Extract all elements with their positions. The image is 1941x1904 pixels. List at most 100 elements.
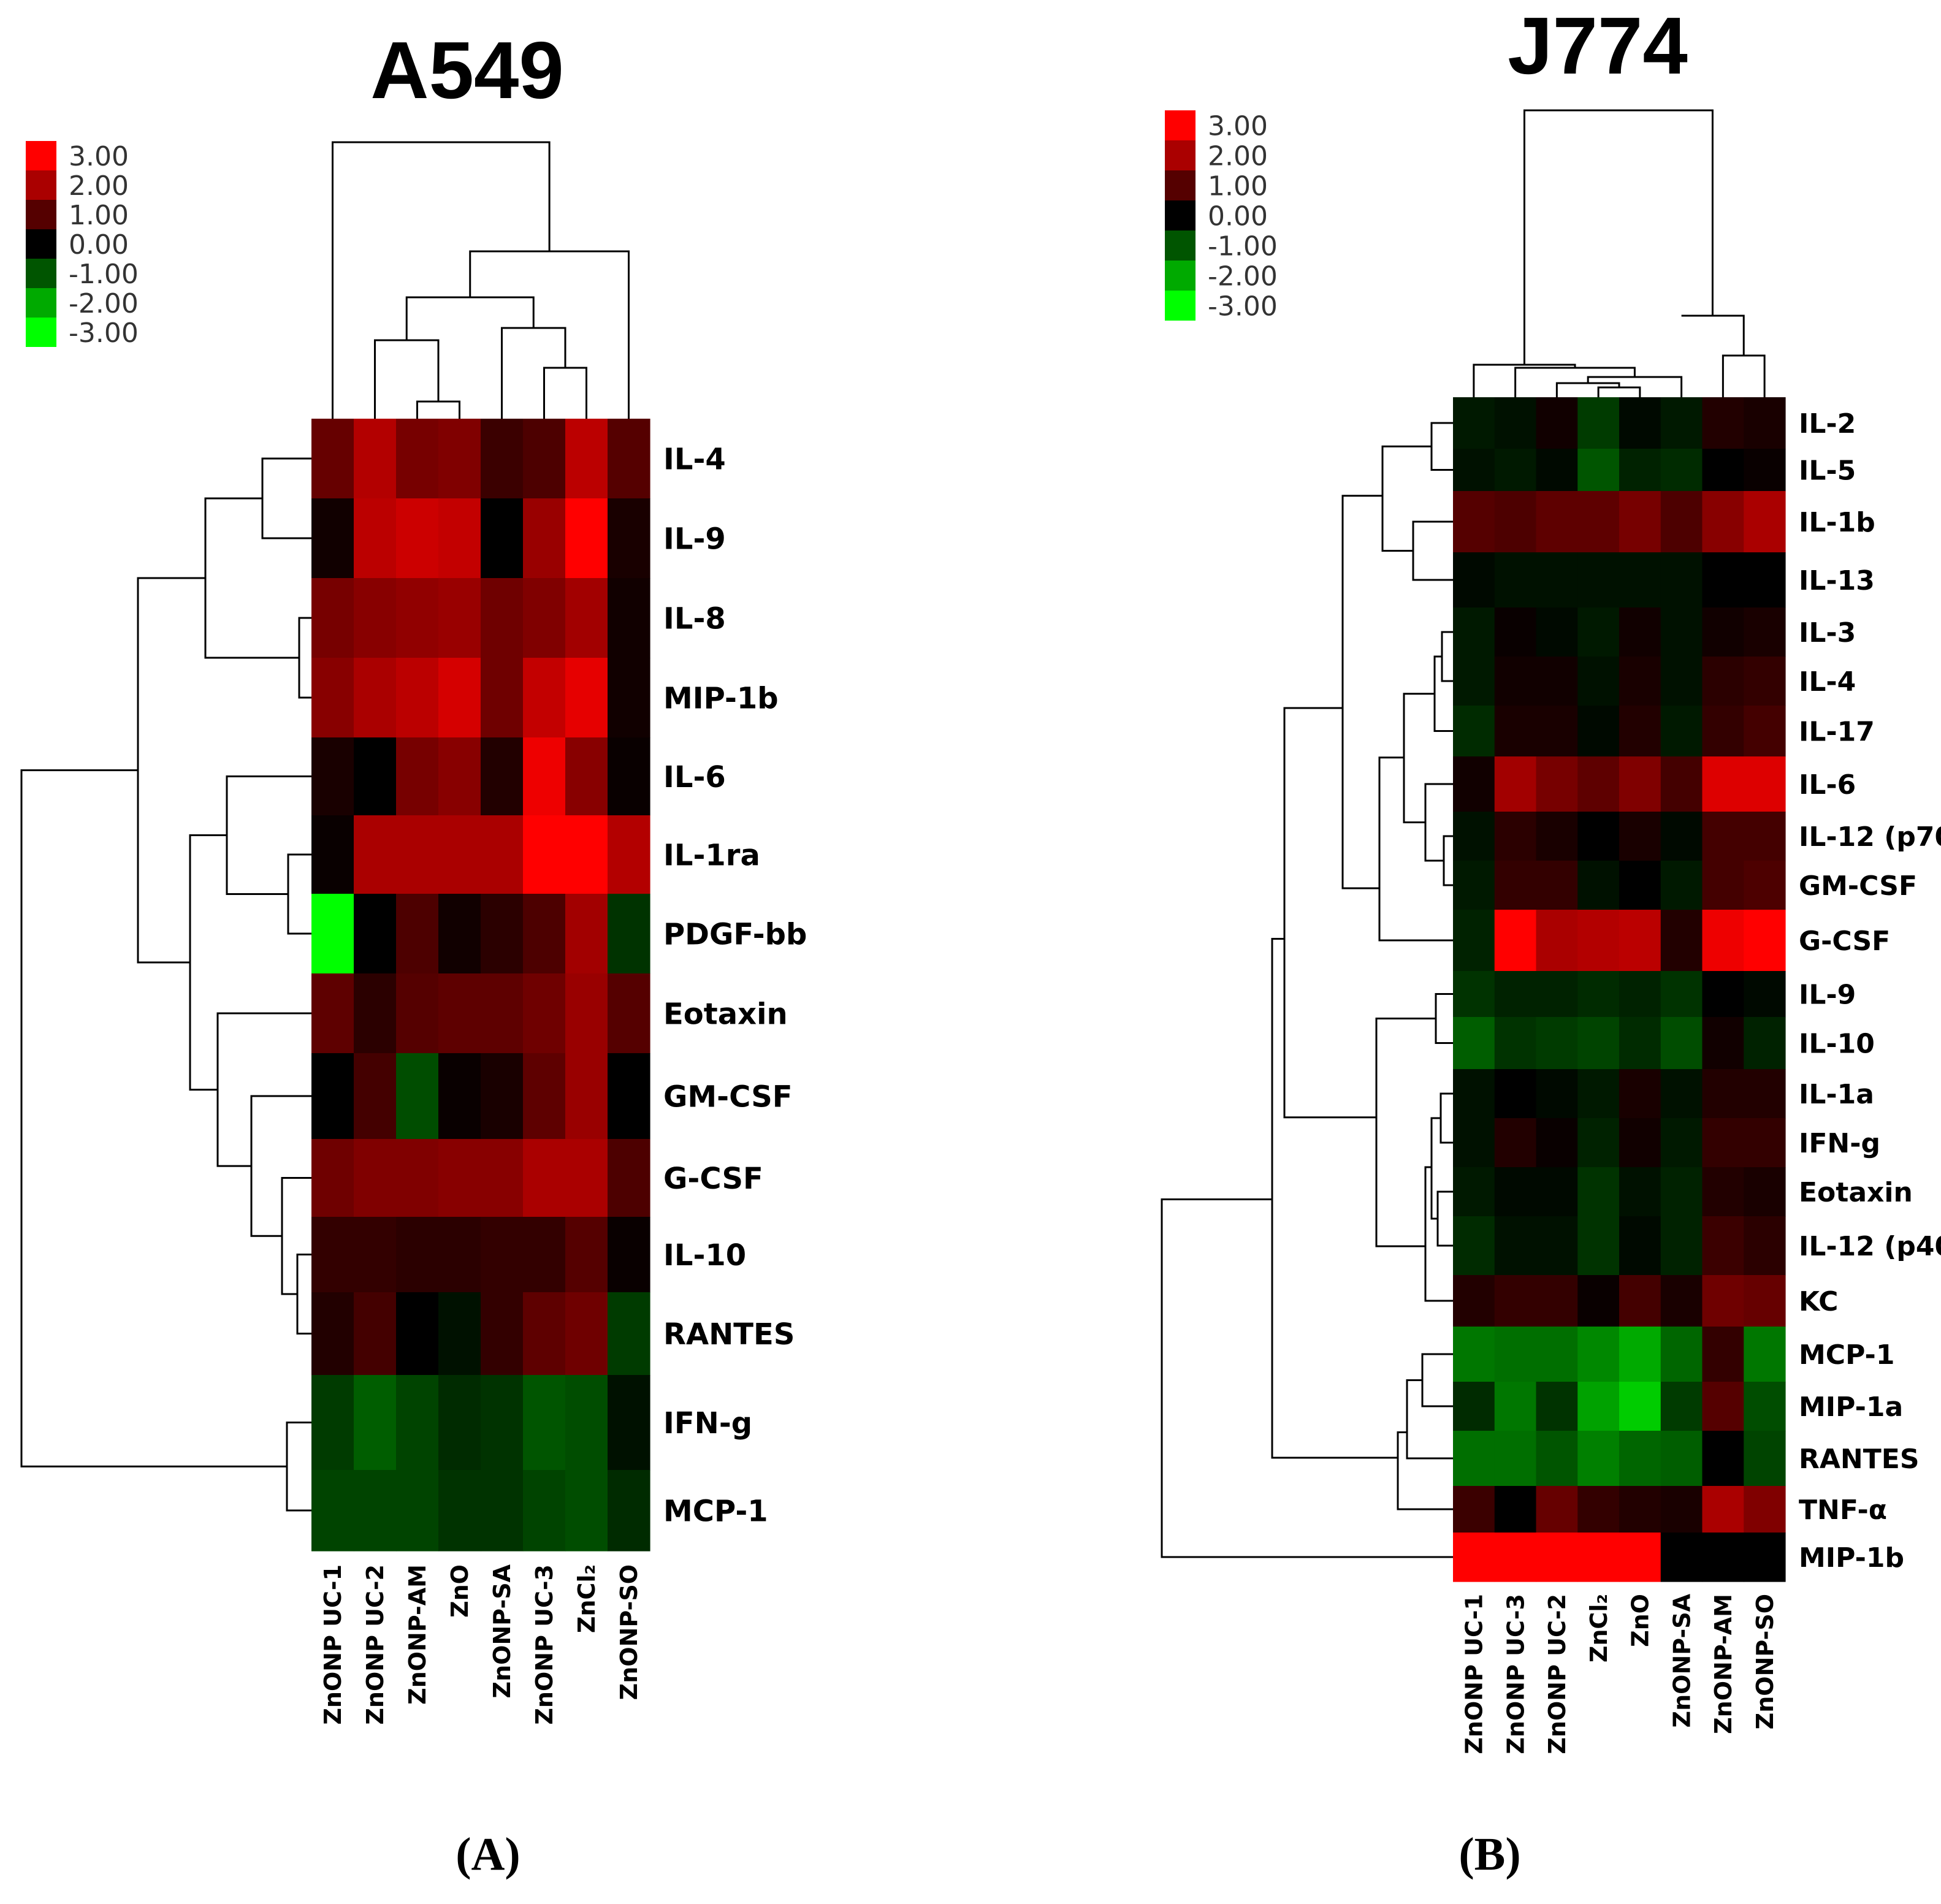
heatmap-cell: [1494, 449, 1537, 492]
heatmap-cell: [608, 1292, 650, 1376]
dendrogram-branch: [1403, 693, 1435, 823]
heatmap-cell: [1660, 1431, 1703, 1487]
column-label: ZnONP UC-1: [1461, 1594, 1488, 1754]
heatmap-cell: [438, 1217, 481, 1293]
heatmap-cell: [396, 894, 439, 974]
heatmap-cell: [1702, 552, 1744, 608]
heatmap-cell: [1577, 1017, 1620, 1070]
heatmap-cell: [1536, 1327, 1578, 1382]
heatmap-cell: [1702, 756, 1744, 812]
heatmap-cell: [1619, 1017, 1661, 1070]
row-label: IL-17: [1799, 716, 1875, 747]
panel-a-color-legend: 3.002.001.000.00-1.00-2.00-3.00: [26, 141, 139, 349]
heatmap-cell: [396, 1053, 439, 1140]
heatmap-cell: [1619, 910, 1661, 972]
heatmap-cell: [438, 1292, 481, 1376]
heatmap-cell: [438, 1139, 481, 1217]
heatmap-cell: [523, 1139, 566, 1217]
column-label: ZnONP-SA: [489, 1564, 516, 1698]
heatmap-cell: [1494, 756, 1537, 812]
column-label: ZnCl₂: [573, 1564, 600, 1633]
heatmap-cell: [1702, 397, 1744, 449]
legend-value: 1.00: [69, 200, 129, 231]
heatmap-cell: [481, 1139, 524, 1217]
heatmap-cell: [1660, 1486, 1703, 1533]
heatmap-cell: [354, 1292, 397, 1376]
heatmap-cell: [1702, 1431, 1744, 1487]
legend-swatch: [26, 200, 56, 229]
heatmap-cell: [1702, 491, 1744, 553]
row-label: MIP-1b: [663, 681, 779, 715]
heatmap-cell: [1453, 1216, 1495, 1276]
heatmap-cell: [1702, 706, 1744, 757]
heatmap-cell: [1453, 910, 1495, 972]
heatmap-cell: [481, 658, 524, 738]
dendrogram-branch: [1441, 631, 1453, 682]
heatmap-cell: [1702, 1327, 1744, 1382]
heatmap-cell: [1577, 910, 1620, 972]
heatmap-cell: [1744, 1275, 1786, 1327]
heatmap-cell: [438, 737, 481, 816]
legend-value: -3.00: [1208, 291, 1278, 322]
heatmap-cell: [354, 1470, 397, 1552]
heatmap-cell: [438, 1375, 481, 1471]
heatmap-cell: [1536, 449, 1578, 492]
heatmap-cell: [1453, 552, 1495, 608]
heatmap-cell: [1660, 1382, 1703, 1431]
heatmap-cell: [523, 658, 566, 738]
heatmap-cell: [1619, 1327, 1661, 1382]
heatmap-cell: [1619, 449, 1661, 492]
row-label: IL-6: [663, 760, 726, 794]
heatmap-cell: [1494, 1069, 1537, 1119]
dendrogram-branch: [1443, 835, 1453, 886]
dendrogram-branch: [469, 250, 630, 419]
dendrogram-branch: [405, 296, 535, 340]
legend-value: 3.00: [69, 141, 129, 172]
heatmap-cell: [1453, 607, 1495, 657]
heatmap-cell: [1744, 1118, 1786, 1168]
heatmap-cell: [1619, 971, 1661, 1018]
panel-a-dendrograms: [20, 141, 630, 1512]
heatmap-cell: [1536, 706, 1578, 757]
row-label: IL-6: [1799, 769, 1856, 801]
heatmap-cell: [1536, 552, 1578, 608]
heatmap-cell: [1536, 1118, 1578, 1168]
heatmap-cell: [481, 419, 524, 499]
heatmap-cell: [565, 973, 608, 1054]
heatmap-cell: [396, 1375, 439, 1471]
dendrogram-branch: [226, 775, 311, 895]
dendrogram-branch: [1597, 386, 1641, 397]
dendrogram-branch: [1378, 756, 1453, 942]
heatmap-cell: [481, 737, 524, 816]
dendrogram-branch: [296, 1254, 311, 1335]
row-label: IL-1ra: [663, 838, 760, 872]
heatmap-cell: [608, 658, 650, 738]
panel-b-label: (B): [1459, 1829, 1520, 1880]
row-label: IL-12 (p40): [1799, 1231, 1941, 1262]
panel-b-column-labels: ZnONP UC-1 ZnONP UC-3 ZnONP UC-2 ZnCl₂ ZnO Zn…: [1461, 1593, 1779, 1754]
dendrogram-branch: [1722, 354, 1766, 397]
heatmap-cell: [1494, 1017, 1537, 1070]
row-label: RANTES: [663, 1317, 795, 1352]
legend-value: -2.00: [1208, 261, 1278, 292]
heatmap-cell: [1453, 1327, 1495, 1382]
heatmap-cell: [1660, 1069, 1703, 1119]
heatmap-cell: [311, 419, 354, 499]
heatmap-cell: [1494, 552, 1537, 608]
heatmap-cell: [1494, 706, 1537, 757]
heatmap-cell: [354, 894, 397, 974]
heatmap-cell: [1619, 1382, 1661, 1431]
heatmap-cell: [1536, 491, 1578, 553]
dendrogram-branch: [1424, 783, 1453, 862]
heatmap-cell: [1744, 1431, 1786, 1487]
heatmap-cell: [1536, 397, 1578, 449]
heatmap-cell: [1619, 756, 1661, 812]
heatmap-cell: [1453, 1167, 1495, 1217]
row-label: MIP-1b: [1799, 1542, 1904, 1574]
heatmap-cell: [1453, 1275, 1495, 1327]
row-label: KC: [1799, 1286, 1838, 1317]
legend-value: 2.00: [1208, 141, 1268, 172]
heatmap-cell: [1660, 1216, 1703, 1276]
heatmap-cell: [1619, 1216, 1661, 1276]
